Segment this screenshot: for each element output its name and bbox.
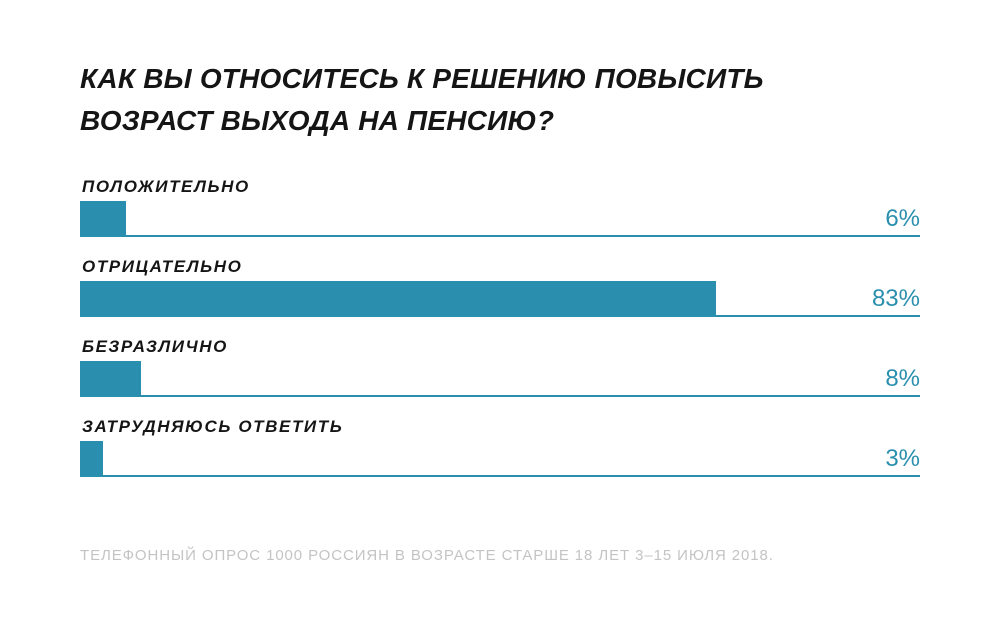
bar-track: 83% [80, 280, 920, 317]
bar-row: ОТРИЦАТЕЛЬНО 83% [80, 257, 920, 327]
bar-track: 6% [80, 200, 920, 237]
bar [80, 441, 103, 477]
bar-baseline [80, 235, 920, 237]
bar-row: БЕЗРАЗЛИЧНО 8% [80, 337, 920, 407]
value-label: 8% [885, 365, 920, 392]
category-label: ОТРИЦАТЕЛЬНО [82, 257, 243, 276]
value-label: 6% [885, 205, 920, 232]
category-label: БЕЗРАЗЛИЧНО [82, 337, 228, 356]
bar-track: 8% [80, 360, 920, 397]
bar-baseline [80, 475, 920, 477]
bar-row: ПОЛОЖИТЕЛЬНО 6% [80, 177, 920, 247]
chart-title-line: КАК ВЫ ОТНОСИТЕСЬ К РЕШЕНИЮ ПОВЫСИТЬ [80, 63, 764, 94]
value-label: 83% [871, 285, 920, 312]
bar [80, 201, 126, 237]
value-label: 3% [885, 445, 920, 472]
bar [80, 361, 141, 397]
category-label: ПОЛОЖИТЕЛЬНО [82, 177, 250, 196]
source-note: ТЕЛЕФОННЫЙ ОПРОС 1000 РОССИЯН В ВОЗРАСТЕ… [80, 547, 774, 564]
chart-title-line: ВОЗРАСТ ВЫХОДА НА ПЕНСИЮ? [80, 105, 555, 136]
bar-track: 3% [80, 440, 920, 477]
bar-row: ЗАТРУДНЯЮСЬ ОТВЕТИТЬ 3% [80, 417, 920, 487]
category-label: ЗАТРУДНЯЮСЬ ОТВЕТИТЬ [82, 417, 344, 436]
bar-baseline [80, 395, 920, 397]
chart-title: КАК ВЫ ОТНОСИТЕСЬ К РЕШЕНИЮ ПОВЫСИТЬ ВОЗ… [80, 58, 940, 142]
bar [80, 281, 716, 317]
